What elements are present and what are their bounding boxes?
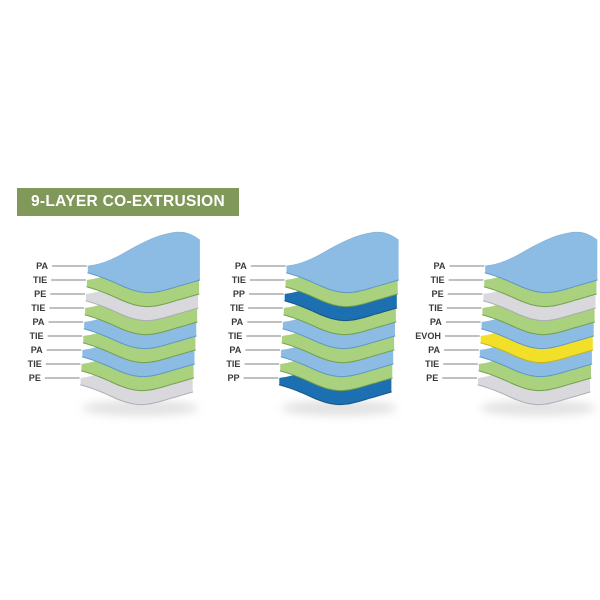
svg-text:PE: PE: [432, 289, 444, 299]
svg-text:PA: PA: [31, 345, 43, 355]
svg-text:TIE: TIE: [230, 303, 244, 313]
svg-text:PP: PP: [227, 373, 239, 383]
svg-text:PA: PA: [434, 261, 446, 271]
svg-text:TIE: TIE: [31, 303, 45, 313]
svg-text:PA: PA: [229, 345, 241, 355]
svg-text:PP: PP: [233, 289, 245, 299]
svg-text:PA: PA: [235, 261, 247, 271]
svg-text:PA: PA: [430, 317, 442, 327]
svg-text:EVOH: EVOH: [415, 331, 441, 341]
svg-text:TIE: TIE: [228, 331, 242, 341]
svg-text:PA: PA: [428, 345, 440, 355]
svg-text:PA: PA: [33, 317, 45, 327]
svg-text:TIE: TIE: [29, 331, 43, 341]
svg-text:PE: PE: [426, 373, 438, 383]
svg-text:PA: PA: [231, 317, 243, 327]
svg-text:TIE: TIE: [28, 359, 42, 369]
svg-text:TIE: TIE: [429, 303, 443, 313]
svg-text:TIE: TIE: [33, 275, 47, 285]
svg-text:TIE: TIE: [232, 275, 246, 285]
svg-text:PE: PE: [29, 373, 41, 383]
svg-text:TIE: TIE: [226, 359, 240, 369]
svg-text:TIE: TIE: [425, 359, 439, 369]
svg-text:PA: PA: [36, 261, 48, 271]
svg-text:TIE: TIE: [430, 275, 444, 285]
svg-text:PE: PE: [34, 289, 46, 299]
